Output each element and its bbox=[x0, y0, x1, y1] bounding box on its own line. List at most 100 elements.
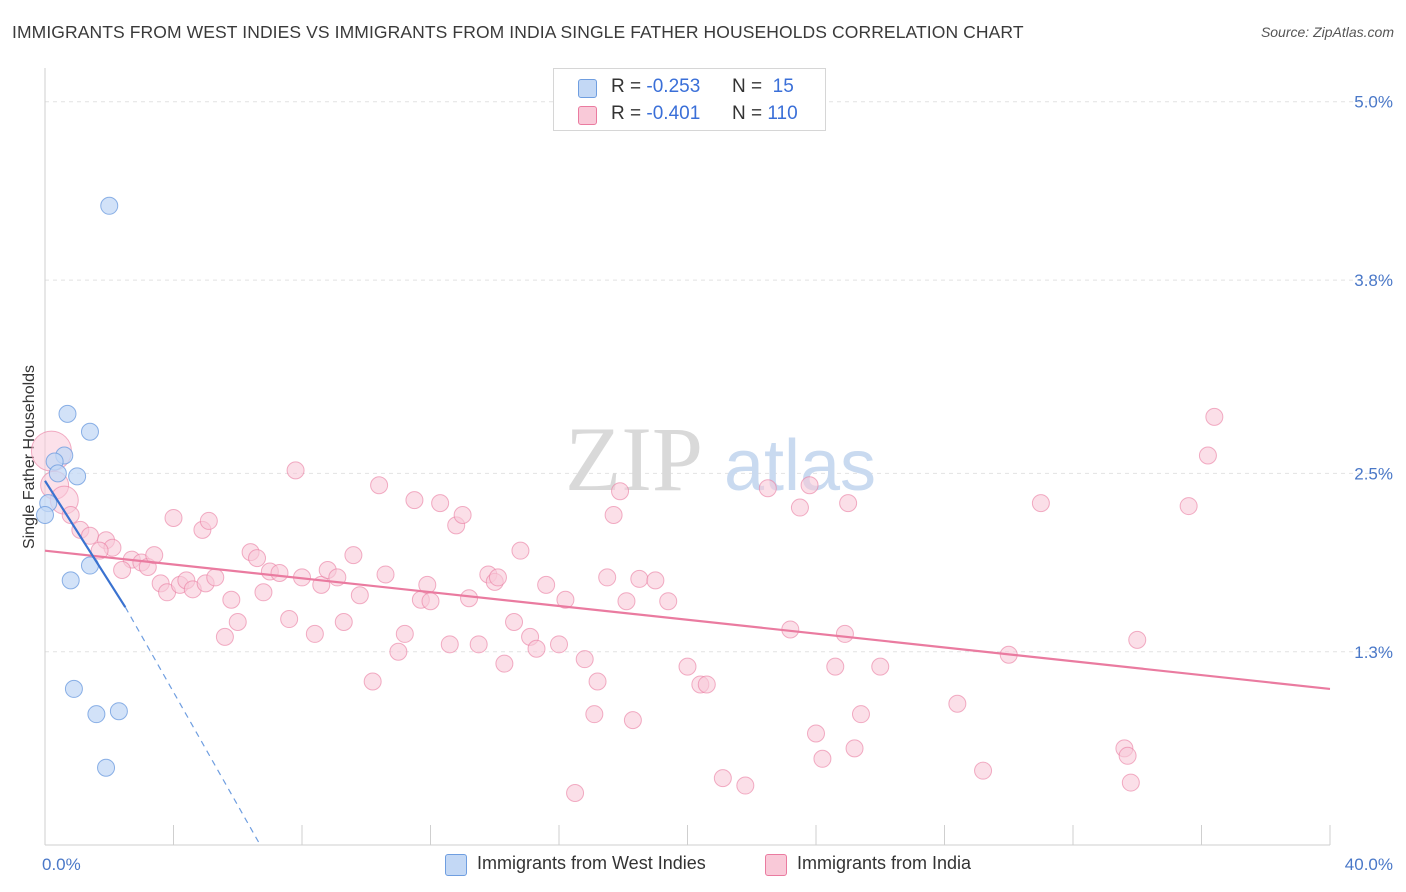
point-west-indies-11 bbox=[64, 679, 83, 698]
stats-box: R = -0.253 N = 15 R = -0.401 N = 110 bbox=[553, 68, 826, 131]
point-india-28 bbox=[248, 549, 267, 568]
legend-swatch-india bbox=[765, 854, 787, 876]
point-india-47 bbox=[405, 491, 424, 510]
series-west-indies-points bbox=[36, 196, 128, 777]
point-india-3 bbox=[61, 505, 80, 524]
point-india-86 bbox=[800, 476, 819, 495]
point-india-70 bbox=[588, 672, 607, 691]
point-india-23 bbox=[206, 568, 225, 587]
point-india-74 bbox=[585, 705, 604, 724]
point-india-35 bbox=[305, 624, 324, 643]
point-india-8 bbox=[90, 541, 109, 560]
watermark-zip: ZIP bbox=[565, 408, 703, 510]
point-india-97 bbox=[974, 761, 993, 780]
point-india-16 bbox=[164, 508, 183, 527]
trend-line-west-indies-extension bbox=[124, 606, 261, 846]
point-india-68 bbox=[566, 783, 585, 802]
x-tick-label-1: 40.0% bbox=[1345, 855, 1393, 874]
point-india-39 bbox=[334, 613, 353, 632]
point-west-indies-2 bbox=[80, 422, 99, 441]
point-india-87 bbox=[790, 498, 809, 517]
point-india-55 bbox=[460, 589, 479, 608]
point-india-100 bbox=[1128, 630, 1147, 649]
point-west-indies-13 bbox=[109, 702, 128, 721]
point-west-indies-14 bbox=[97, 758, 116, 777]
point-west-indies-5 bbox=[68, 467, 87, 486]
point-india-78 bbox=[646, 571, 665, 590]
series-india-points bbox=[30, 407, 1224, 802]
point-india-105 bbox=[1118, 746, 1137, 765]
grid-lines bbox=[45, 101, 1390, 653]
point-india-102 bbox=[1198, 446, 1217, 465]
point-west-indies-1 bbox=[58, 404, 77, 423]
point-india-80 bbox=[678, 657, 697, 676]
point-india-41 bbox=[350, 586, 369, 605]
stats-r-value: -0.253 bbox=[646, 76, 701, 97]
point-india-88 bbox=[807, 724, 825, 743]
point-india-69 bbox=[575, 650, 594, 669]
watermark-atlas: atlas bbox=[724, 426, 876, 506]
point-india-75 bbox=[617, 592, 636, 611]
point-india-89 bbox=[813, 749, 832, 768]
point-india-10 bbox=[113, 560, 132, 579]
legend-swatch-west-indies bbox=[445, 854, 467, 876]
point-india-24 bbox=[215, 627, 234, 646]
point-india-67 bbox=[556, 590, 575, 609]
stats-n: N = 15 bbox=[732, 76, 794, 98]
watermark: ZIP atlas bbox=[565, 408, 876, 510]
legend-label-india: Immigrants from India bbox=[797, 853, 972, 873]
trend-line-india bbox=[44, 549, 1331, 691]
point-india-66 bbox=[550, 635, 568, 654]
point-india-99 bbox=[1031, 494, 1050, 513]
y-tick-label-1: 2.5% bbox=[1354, 464, 1393, 483]
trend-lines bbox=[44, 480, 1331, 846]
stats-n: N = 110 bbox=[732, 103, 798, 125]
point-west-indies-6 bbox=[48, 464, 67, 483]
point-india-95 bbox=[871, 657, 890, 676]
stats-r-label: R = bbox=[611, 76, 642, 97]
point-india-13 bbox=[145, 546, 164, 565]
point-india-50 bbox=[421, 592, 440, 611]
point-west-indies-12 bbox=[87, 705, 106, 724]
point-india-56 bbox=[469, 635, 488, 654]
point-india-72 bbox=[604, 505, 623, 524]
point-india-94 bbox=[851, 705, 870, 724]
point-india-25 bbox=[222, 590, 241, 609]
point-india-22 bbox=[199, 511, 218, 530]
point-india-33 bbox=[286, 461, 305, 480]
y-tick-label-3: 5.0% bbox=[1354, 93, 1393, 112]
stats-r-label: R = bbox=[611, 103, 642, 124]
point-india-54 bbox=[453, 505, 472, 524]
point-india-103 bbox=[1205, 407, 1224, 426]
point-india-52 bbox=[440, 635, 459, 654]
point-india-29 bbox=[254, 583, 273, 602]
stats-n-value: 15 bbox=[772, 76, 794, 97]
point-west-indies-0 bbox=[100, 196, 119, 215]
tick-labels: 1.3% 2.5% 3.8% 5.0% 0.0% 40.0% bbox=[42, 93, 1393, 874]
point-india-92 bbox=[839, 494, 858, 513]
point-india-83 bbox=[713, 769, 732, 788]
chart-title: IMMIGRANTS FROM WEST INDIES VS IMMIGRANT… bbox=[12, 22, 1024, 42]
point-india-107 bbox=[758, 479, 777, 498]
point-india-93 bbox=[845, 739, 864, 758]
point-india-59 bbox=[488, 568, 507, 587]
stats-n-value: 110 bbox=[767, 103, 798, 124]
point-india-32 bbox=[280, 610, 299, 629]
y-tick-label-2: 3.8% bbox=[1354, 271, 1393, 290]
point-india-64 bbox=[527, 639, 546, 658]
point-india-90 bbox=[826, 657, 845, 676]
stats-n-label: N = bbox=[732, 103, 763, 124]
point-india-79 bbox=[659, 592, 678, 611]
point-india-62 bbox=[511, 541, 530, 560]
point-india-60 bbox=[495, 654, 514, 673]
point-india-43 bbox=[370, 476, 389, 495]
point-india-46 bbox=[395, 624, 414, 643]
point-india-61 bbox=[505, 613, 524, 632]
stats-r-value: -0.401 bbox=[646, 103, 701, 124]
point-india-65 bbox=[537, 575, 556, 594]
point-india-40 bbox=[344, 546, 363, 565]
point-india-96 bbox=[948, 694, 967, 713]
legend-label-west-indies: Immigrants from West Indies bbox=[477, 853, 706, 873]
point-india-73 bbox=[611, 482, 630, 501]
